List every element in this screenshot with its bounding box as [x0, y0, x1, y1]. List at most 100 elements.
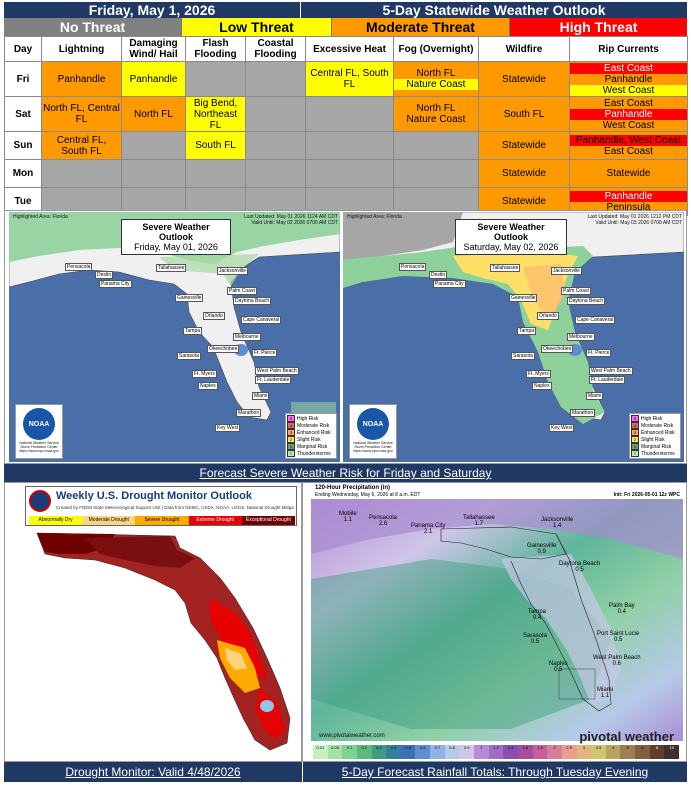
fog-cell	[393, 159, 479, 188]
col-flash-flooding: Flash Flooding	[185, 36, 246, 62]
legend-low-threat: Low Threat	[182, 18, 332, 36]
rain-label: Pensacola 2.6	[369, 515, 397, 527]
legend-swatch: 1	[631, 443, 639, 450]
legend-swatch: T	[287, 450, 295, 457]
city-label: Destin	[429, 271, 448, 279]
city-label: Ft. Myers	[192, 370, 217, 378]
scale-tick: 0.4	[386, 745, 401, 759]
scale-tick: 0.01	[313, 745, 328, 759]
coastal-cell	[245, 131, 306, 160]
coastal-cell	[245, 96, 306, 132]
rip-line: Peninsula	[606, 201, 651, 213]
legend-item: 5 High Risk	[631, 415, 679, 422]
rain-label-city: West Palm Beach	[593, 655, 641, 661]
rain-ending: Ending Wednesday, May 6, 2026 at 8 a.m. …	[315, 492, 421, 498]
fog-cell: North FL Nature Coast	[393, 61, 479, 97]
rain-label: Jacksonville 1.4	[541, 517, 573, 529]
rain-label: Palm Bay 0.4	[609, 603, 635, 615]
drought-level: Severe Drought	[135, 516, 189, 525]
pivotal-url: www.pivotalweather.com	[319, 733, 385, 739]
rain-label-city: Daytona Beach	[559, 561, 601, 567]
scale-tick: 3	[576, 745, 592, 759]
spc-title: Severe Weather Outlook	[142, 222, 210, 242]
legend-item: T Thunderstorms	[287, 450, 335, 457]
scale-tick: 6	[635, 745, 650, 759]
city-label: Daytona Beach	[567, 297, 606, 305]
flash-cell	[185, 159, 246, 188]
heat-cell	[305, 96, 394, 132]
drought-map	[36, 532, 291, 751]
spc-updated: Last Updated: May 01 2026 1212 PM CDT	[587, 214, 683, 220]
city-label: Palm Coast	[561, 287, 591, 295]
spc-updated: Last Updated: May 01 2026 1124 AM CDT	[244, 214, 338, 220]
drought-subtitle: Created by FDEM State Meteorological Sup…	[56, 505, 294, 510]
legend-swatch: 4	[287, 422, 295, 429]
legend-label: Enhanced Risk	[641, 429, 675, 436]
fog-line: North FL	[416, 68, 456, 79]
legend-swatch: T	[631, 450, 639, 457]
city-label: Jacksonville	[551, 267, 582, 275]
spc-valid: Valid Until: May 02 2026 0700 AM CDT	[251, 220, 338, 226]
city-label: Daytona Beach	[233, 297, 272, 305]
col-day: Day	[4, 36, 42, 62]
col-coastal-flooding: Coastal Flooding	[245, 36, 306, 62]
rain-label-city: Palm Bay	[609, 603, 635, 609]
heat-cell: Central FL, South FL	[305, 61, 394, 97]
rain-label-value: 1.7	[474, 521, 484, 527]
scale-tick: 4	[605, 745, 621, 759]
table-row: Fri Panhandle Panhandle Central FL, Sout…	[4, 61, 688, 97]
rip-line: Panhandle	[570, 190, 687, 202]
city-label: Miami	[252, 392, 270, 400]
spc-title: Severe Weather Outlook	[477, 222, 545, 242]
col-lightning: Lightning	[41, 36, 122, 62]
rain-label-value: 0.9	[537, 549, 546, 555]
spc-date: Friday, May 01, 2026	[134, 242, 218, 252]
legend-item: 3 Enhanced Risk	[287, 429, 335, 436]
rain-label: Miami 1.1	[597, 687, 613, 699]
scale-tick: 0.6	[415, 745, 431, 759]
legend-item: 4 Moderate Risk	[287, 422, 335, 429]
spc-map-saturday: Highlighted Area: Florida Last Updated: …	[343, 212, 684, 462]
threat-table: Day Lightning Damaging Wind/ Hail Flash …	[4, 36, 688, 216]
rip-line: Panhandle	[604, 73, 653, 85]
lightning-cell	[41, 159, 122, 188]
scale-tick: 0.8	[444, 745, 460, 759]
rain-label-value: 0.4	[532, 615, 542, 621]
city-label: Ft. Pierce	[252, 349, 278, 357]
wind-cell	[121, 131, 186, 160]
table-row: Mon Statewide Statewide	[4, 159, 688, 188]
legend-moderate-threat: Moderate Threat	[332, 18, 510, 36]
rain-label: Gainesville 0.9	[527, 543, 556, 555]
fdem-logo	[29, 490, 51, 512]
scale-tick: 5	[620, 745, 636, 759]
day-cell: Sun	[4, 131, 42, 160]
spc-valid: Valid Until: May 03 2026 0700 AM CDT	[595, 220, 682, 226]
fog-line: Nature Coast	[406, 114, 466, 125]
city-label: Pensacola	[399, 263, 427, 271]
rip-line: West Coast	[602, 119, 655, 131]
drought-levels: Abnormally Dry Moderate Drought Severe D…	[29, 516, 296, 525]
drought-caption: Drought Monitor: Valid 4/48/2026	[4, 762, 302, 782]
city-label: Destin	[95, 271, 114, 279]
rain-label-city: Miami	[597, 687, 613, 693]
legend-item: 4 Moderate Risk	[631, 422, 679, 429]
city-label: Tallahassee	[490, 264, 521, 272]
rain-label: West Palm Beach 0.6	[593, 655, 641, 667]
spc-url: https://www.spc.noaa.gov	[353, 449, 393, 453]
legend-swatch: 3	[631, 429, 639, 436]
rain-label-city: Port Saint Lucie	[597, 631, 640, 637]
col-rip-currents: Rip Currents	[569, 36, 688, 62]
heat-cell	[305, 159, 394, 188]
rain-label: Naples 0.5	[549, 661, 568, 673]
rain-label-city: Jacksonville	[541, 517, 574, 523]
city-label: Sarasota	[511, 352, 536, 360]
rain-label-city: Mobile	[339, 511, 357, 517]
city-label: Naples	[198, 382, 218, 390]
col-fog: Fog (Overnight)	[393, 36, 479, 62]
scale-tick: 0.7	[430, 745, 445, 759]
rip-line: Panhandle, West Coast	[570, 134, 687, 146]
rip-line: East Coast	[604, 97, 653, 109]
rainfall-panel: 120-Hour Precipitation (in) Ending Wedne…	[302, 482, 687, 762]
rain-label-value: 1.1	[343, 517, 353, 523]
legend-swatch: 3	[287, 429, 295, 436]
